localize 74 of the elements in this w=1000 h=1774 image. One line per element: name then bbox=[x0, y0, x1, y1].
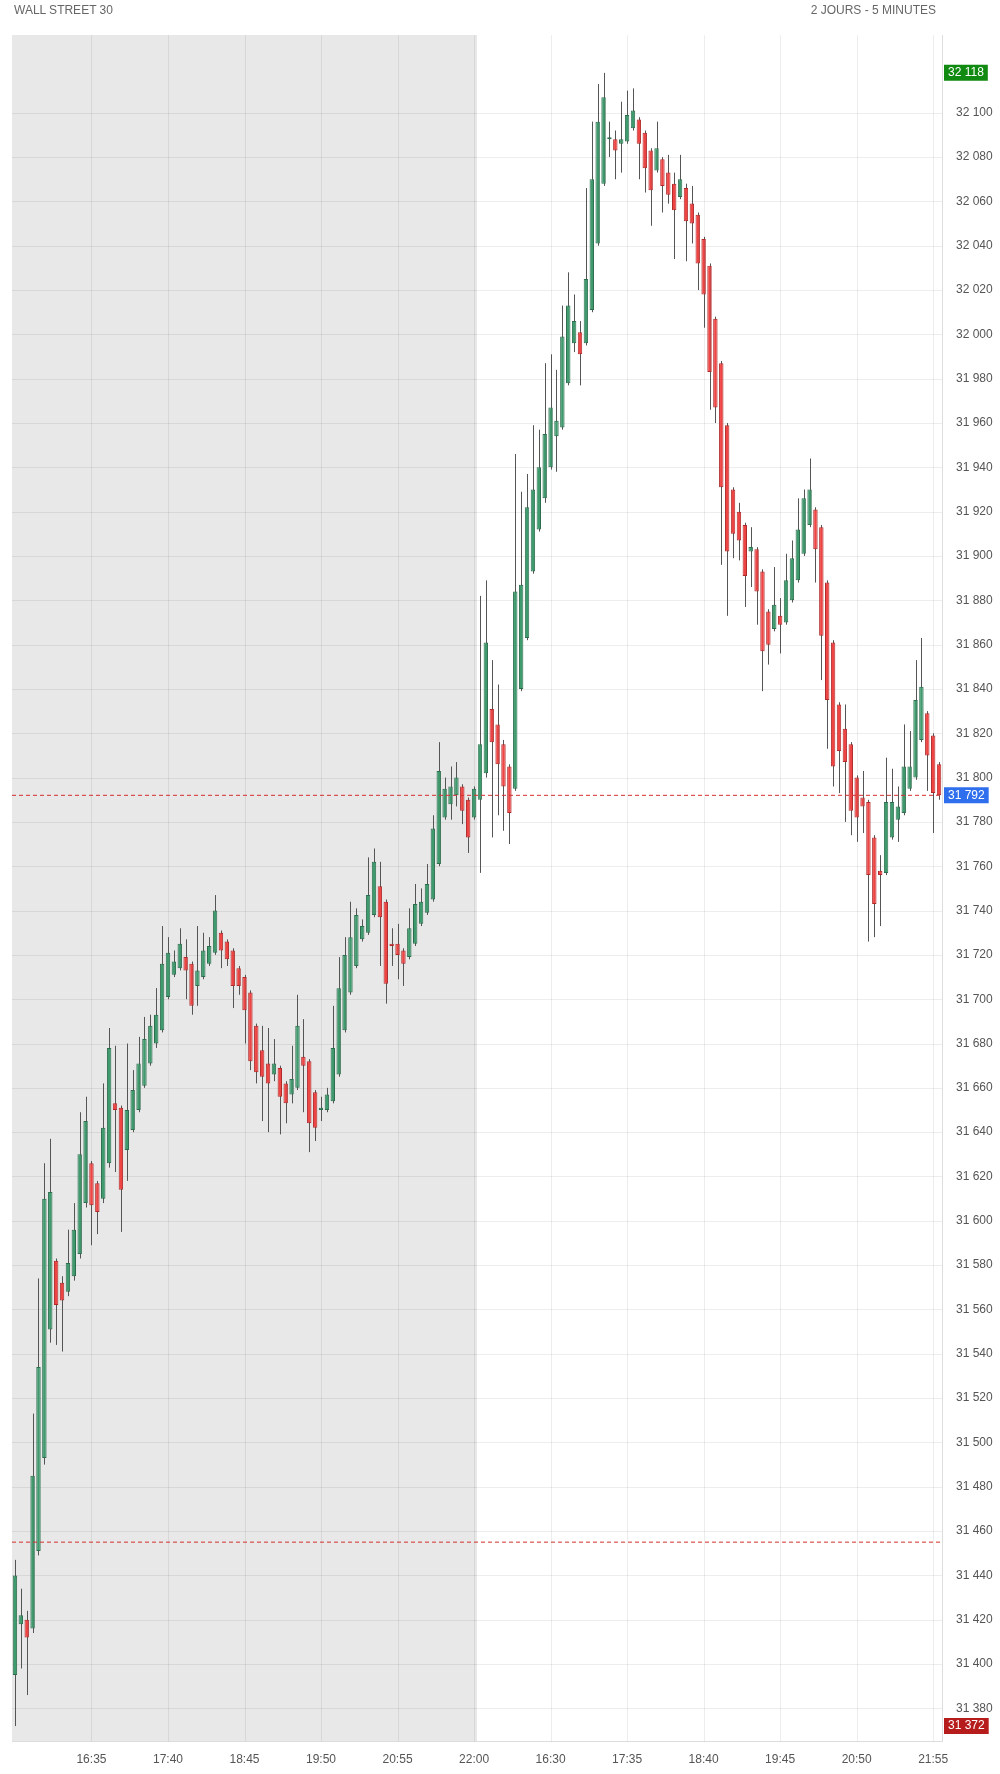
candlestick bbox=[195, 925, 200, 1007]
y-tick-label: 31 840 bbox=[956, 681, 994, 696]
y-tick-label: 32 000 bbox=[956, 326, 994, 341]
x-tick-label: 16:35 bbox=[76, 1752, 107, 1767]
y-tick-label: 31 920 bbox=[956, 503, 994, 518]
candlestick bbox=[666, 154, 671, 205]
y-tick-label: 31 680 bbox=[956, 1035, 994, 1050]
y-tick-label: 31 400 bbox=[956, 1656, 994, 1671]
candlestick bbox=[112, 1045, 118, 1173]
x-tick-label: 21:55 bbox=[918, 1752, 949, 1767]
y-tick-label: 31 740 bbox=[956, 902, 994, 917]
candlestick bbox=[748, 526, 753, 588]
y-tick-label: 31 640 bbox=[956, 1124, 994, 1139]
candlestick bbox=[401, 947, 406, 987]
y-tick-label: 31 580 bbox=[956, 1257, 994, 1272]
x-tick-label: 17:35 bbox=[612, 1752, 643, 1767]
y-tick-label: 31 660 bbox=[956, 1080, 994, 1095]
candlestick bbox=[907, 730, 912, 792]
y-tick-label: 31 700 bbox=[956, 991, 994, 1006]
y-tick-label: 31 960 bbox=[956, 415, 994, 430]
x-tick-label: 20:55 bbox=[382, 1752, 413, 1767]
y-tick-label: 31 520 bbox=[956, 1390, 994, 1405]
y-tick-label: 31 560 bbox=[956, 1301, 994, 1316]
y-tick-label: 31 900 bbox=[956, 548, 994, 563]
chart-subtitle: 2 JOURS - 5 MINUTES bbox=[810, 3, 936, 17]
candlestick bbox=[236, 965, 241, 996]
candlestick bbox=[283, 1080, 288, 1124]
y-tick-label: 31 500 bbox=[956, 1434, 994, 1449]
y-tick-label: 31 620 bbox=[956, 1168, 994, 1183]
y-tick-label: 31 860 bbox=[956, 636, 994, 651]
y-tick-label: 32 060 bbox=[956, 193, 994, 208]
x-tick-label: 18:40 bbox=[688, 1752, 719, 1767]
y-tick-label: 32 020 bbox=[956, 282, 994, 297]
y-tick-label: 32 100 bbox=[956, 105, 994, 120]
y-tick-label: 31 820 bbox=[956, 725, 994, 740]
candlestick bbox=[289, 1045, 294, 1104]
x-tick-label: 19:45 bbox=[765, 1752, 796, 1767]
candlestick bbox=[301, 1018, 306, 1113]
x-tick-label: 16:30 bbox=[535, 1752, 566, 1767]
y-tick-label: 31 460 bbox=[956, 1523, 994, 1538]
candlestick bbox=[448, 766, 453, 821]
candlestick bbox=[454, 761, 459, 807]
y-tick-label: 31 940 bbox=[956, 459, 994, 474]
x-tick-label: 22:00 bbox=[459, 1752, 490, 1767]
y-tick-label: 31 760 bbox=[956, 858, 994, 873]
x-tick-label: 17:40 bbox=[152, 1752, 184, 1767]
y-tick-label: 32 080 bbox=[956, 149, 994, 164]
candlestick bbox=[554, 369, 559, 473]
y-tick-label: 31 420 bbox=[956, 1612, 994, 1627]
candlestick bbox=[860, 770, 865, 834]
ref-line-label: 31 792 bbox=[948, 787, 986, 802]
x-tick-label: 20:50 bbox=[841, 1752, 872, 1767]
candlestick bbox=[271, 1038, 277, 1082]
chart-title: WALL STREET 30 bbox=[14, 3, 113, 17]
y-tick-label: 31 980 bbox=[956, 371, 994, 386]
x-tick-label: 19:50 bbox=[306, 1752, 337, 1767]
candlestick bbox=[613, 129, 618, 180]
candlestick bbox=[619, 101, 624, 174]
text: 32 118 bbox=[948, 65, 985, 80]
y-tick-label: 31 440 bbox=[956, 1567, 994, 1582]
y-tick-label: 31 540 bbox=[956, 1346, 994, 1361]
y-tick-label: 31 380 bbox=[956, 1700, 994, 1715]
y-tick-label: 31 800 bbox=[956, 769, 994, 784]
y-tick-label: 31 600 bbox=[956, 1213, 994, 1228]
text: 31 372 bbox=[948, 1718, 986, 1733]
candlestick bbox=[654, 121, 659, 174]
y-tick-label: 31 480 bbox=[956, 1479, 994, 1494]
x-tick-label: 18:45 bbox=[229, 1752, 260, 1767]
y-tick-label: 32 040 bbox=[956, 238, 994, 253]
y-tick-label: 31 780 bbox=[956, 814, 994, 829]
candlestick bbox=[395, 923, 400, 980]
y-tick-label: 31 880 bbox=[956, 592, 994, 607]
candlestick bbox=[183, 938, 188, 1000]
y-tick-label: 31 720 bbox=[956, 947, 994, 962]
